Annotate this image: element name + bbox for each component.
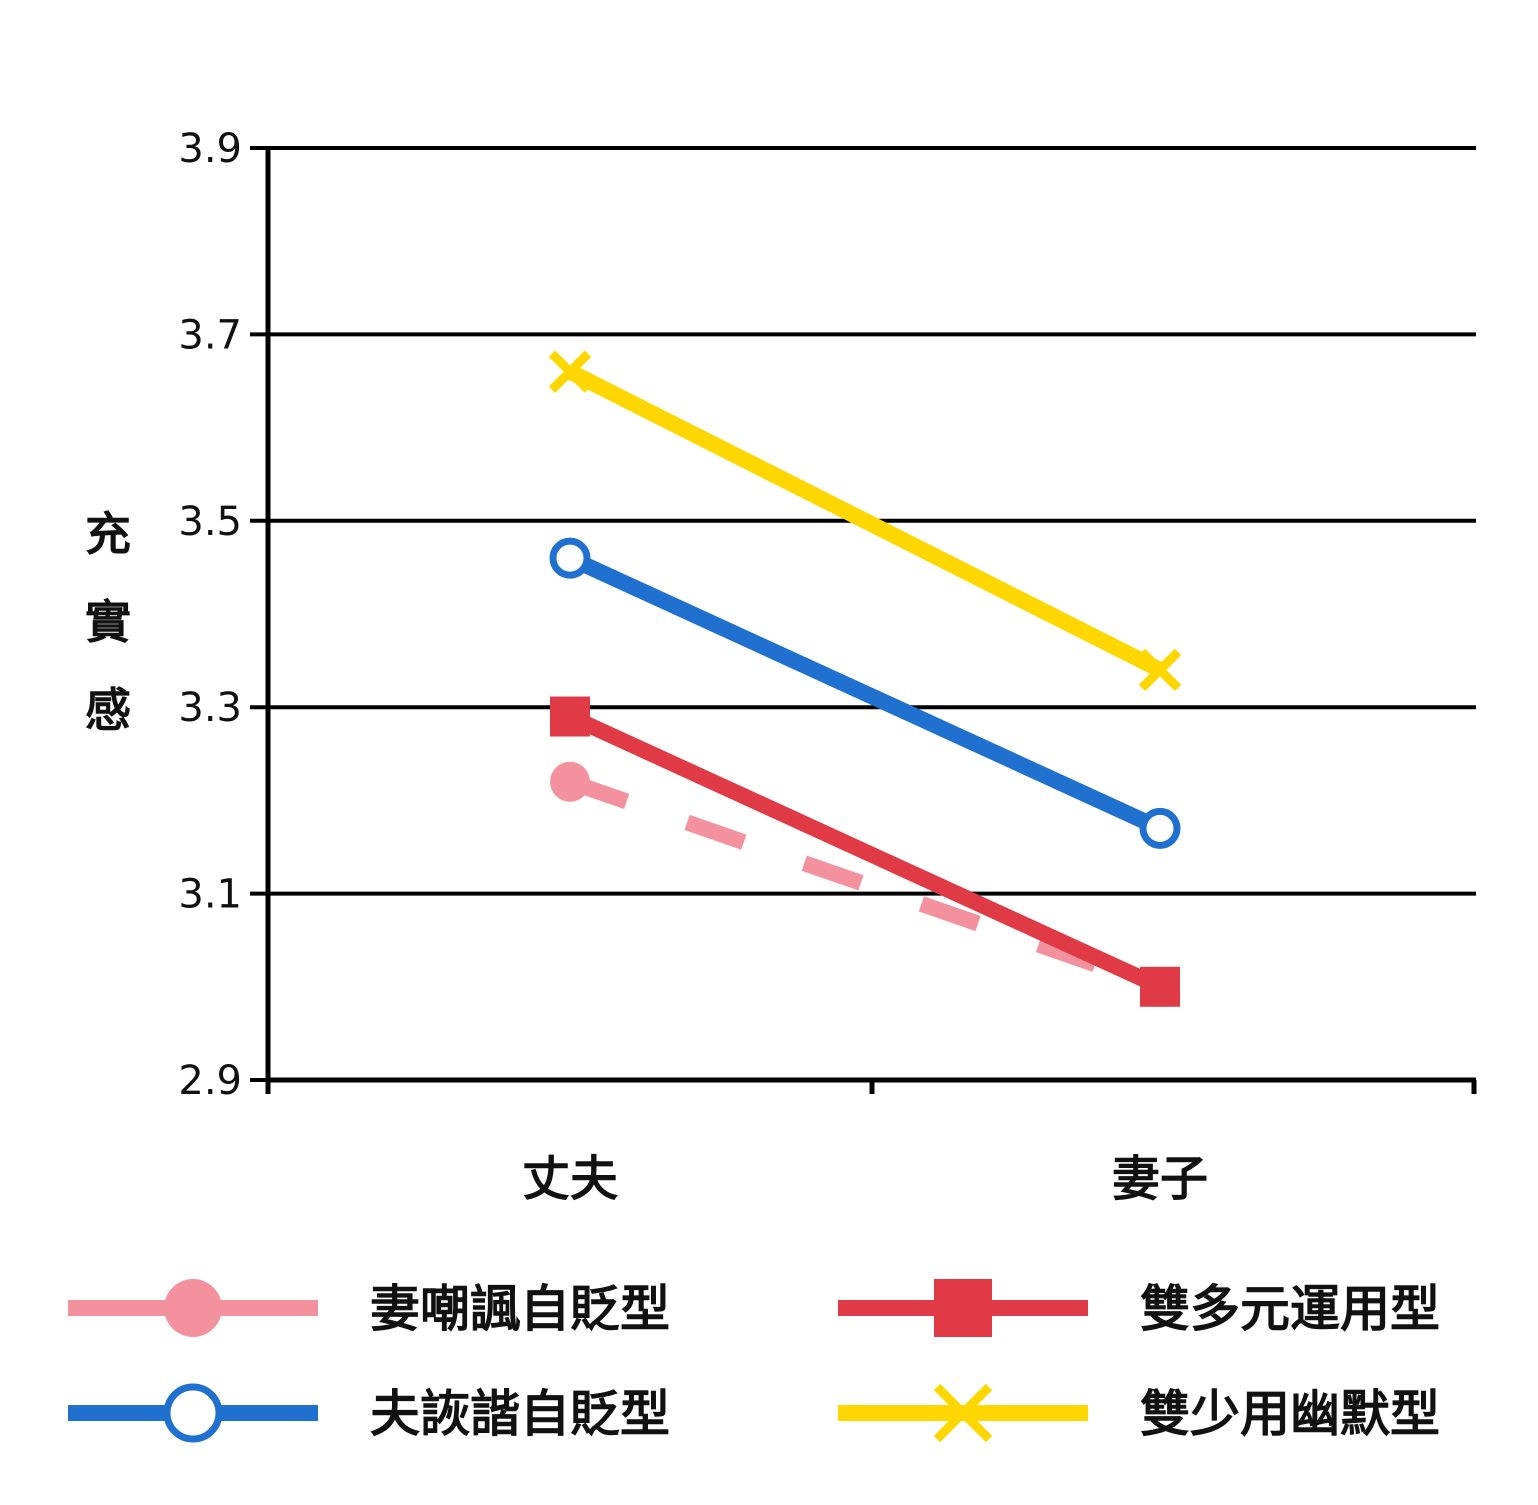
data-point <box>1138 648 1182 692</box>
legend-swatch-marker <box>933 1383 993 1443</box>
data-point <box>550 761 590 802</box>
series-line <box>566 709 1164 995</box>
legend-label: 雙少用幽默型 <box>1140 1385 1440 1443</box>
data-point <box>1139 807 1181 849</box>
axes: 3.9 3.7 3.5 3.3 3.1 2.9 丈夫 妻子 <box>178 126 1477 1207</box>
x-category-label: 妻子 <box>1112 1151 1208 1207</box>
data-point <box>1140 966 1180 1007</box>
y-tick-label: 3.1 <box>178 872 242 918</box>
legend-item: 妻嘲諷自貶型 <box>68 1279 670 1338</box>
data-point-stroke-b <box>548 350 592 393</box>
y-axis-title: 充實感 <box>85 507 131 737</box>
legend-swatch-marker <box>934 1279 992 1337</box>
y-axis-title-char: 感 <box>85 683 131 737</box>
legend-label: 夫詼諧自貶型 <box>370 1385 670 1443</box>
series-line <box>566 550 1164 836</box>
y-tick-label: 3.7 <box>178 312 242 358</box>
legend-item: 夫詼諧自貶型 <box>68 1383 670 1443</box>
y-axis-label: 充實感 <box>85 507 131 737</box>
data-point <box>548 350 592 393</box>
y-axis-title-char: 充 <box>85 507 131 561</box>
y-tick-label: 3.3 <box>178 685 242 731</box>
series-1 <box>550 696 1180 1007</box>
series-line <box>566 364 1164 678</box>
series-line <box>567 774 1163 995</box>
legend-swatch-marker-stroke-b <box>933 1383 993 1443</box>
y-tick-label: 3.9 <box>178 126 242 172</box>
legend-swatch-marker <box>163 1383 223 1443</box>
y-axis-title-char: 實 <box>85 595 131 649</box>
legend-item: 雙多元運用型 <box>838 1279 1440 1338</box>
data-point <box>549 537 591 579</box>
legend-swatch-marker <box>164 1279 222 1337</box>
legend-label: 妻嘲諷自貶型 <box>370 1280 670 1338</box>
legend-item: 雙少用幽默型 <box>838 1383 1440 1443</box>
series-2 <box>549 537 1181 849</box>
series-lines <box>548 350 1182 1007</box>
data-point-stroke-b <box>1138 648 1182 692</box>
legend-label: 雙多元運用型 <box>1140 1280 1440 1338</box>
data-point <box>550 696 590 737</box>
y-tick-label: 2.9 <box>178 1058 242 1104</box>
x-category-label: 丈夫 <box>522 1151 619 1207</box>
y-tick-label: 3.5 <box>178 499 242 545</box>
series-3 <box>548 350 1182 692</box>
